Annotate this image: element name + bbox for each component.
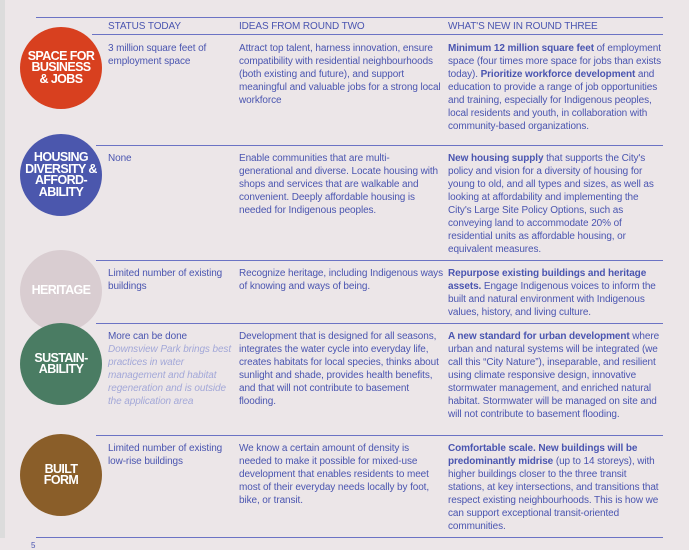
header-ideas: IDEAS FROM ROUND TWO	[239, 21, 365, 32]
header-rule	[92, 34, 663, 35]
space-for-business-jobs-ideas: Attract top talent, harness innovation, …	[239, 43, 441, 106]
body-text: and education to provide a range of job …	[448, 69, 658, 132]
status-text: 3 million square feet of employment spac…	[108, 43, 207, 67]
body-text: of employment space (four times more spa…	[448, 43, 661, 80]
heritage-row: HERITAGE Limited number of existing build…	[0, 250, 689, 332]
highlight-text: A new standard for urban development	[448, 331, 630, 342]
sustainability-badge: SUSTAIN- ABILITY	[20, 323, 102, 405]
body-text: that supports the City's policy and visi…	[448, 153, 654, 255]
heritage-new: Repurpose existing buildings and heritag…	[448, 267, 662, 319]
sustainability-ideas: Development that is designed for all sea…	[239, 331, 439, 407]
housing-diversity-affordability-badge: HOUSING DIVERSITY & AFFORD- ABILITY	[20, 134, 102, 216]
sustainability-new: A new standard for urban development whe…	[448, 330, 662, 431]
heritage-ideas: Recognize heritage, including Indigenous…	[239, 268, 443, 292]
status-text: Limited number of existing low-rise buil…	[108, 443, 223, 467]
housing-diversity-affordability-row: HOUSING DIVERSITY & AFFORD- ABILITY None E…	[0, 134, 689, 260]
housing-diversity-affordability-new: New housing supply that supports the Cit…	[448, 152, 662, 256]
heritage-badge: HERITAGE	[20, 250, 102, 332]
row-separator	[96, 323, 663, 324]
space-for-business-jobs-new: Minimum 12 million square feet of employ…	[448, 42, 662, 141]
highlight-text: Prioritize workforce development	[480, 69, 636, 80]
row-separator	[96, 260, 663, 261]
body-text: where urban and natural systems will be …	[448, 331, 660, 420]
highlight-text: New housing supply	[448, 153, 544, 164]
space-for-business-jobs-badge: SPACE FOR BUSINESS & JOBS	[20, 27, 102, 109]
status-text: More can be done	[108, 331, 188, 342]
built-form-status: Limited number of existing low-rise buil…	[108, 442, 233, 533]
top-rule	[36, 17, 663, 18]
status-text: None	[108, 153, 132, 164]
built-form-row: BUILT FORM Limited number of existing low…	[0, 434, 689, 537]
page-number: 5	[31, 541, 36, 550]
comparison-table: SPACE FOR BUSINESS & JOBS 3 million squar…	[0, 27, 689, 550]
highlight-text: Repurpose existing buildings and heritag…	[448, 268, 647, 292]
page-edge	[0, 0, 5, 538]
status-note: Downsview Park brings best practices in …	[108, 344, 232, 407]
built-form-badge: BUILT FORM	[20, 434, 102, 516]
highlight-text: Minimum 12 million square feet	[448, 43, 594, 54]
sustainability-status: More can be done Downsview Park brings be…	[108, 330, 233, 431]
body-text: (up to 14 storeys), with higher building…	[448, 456, 659, 532]
status-text: Limited number of existing buildings	[108, 268, 223, 292]
highlight-text: Comfortable scale. New buildings will be…	[448, 443, 638, 467]
body-text: Engage Indigenous voices to inform the b…	[448, 281, 656, 318]
built-form-ideas: We know a certain amount of density is n…	[239, 443, 430, 506]
housing-diversity-affordability-ideas: Enable communities that are multi-genera…	[239, 153, 438, 216]
row-separator	[96, 435, 663, 436]
housing-diversity-affordability-status: None	[108, 152, 233, 256]
heritage-status: Limited number of existing buildings	[108, 267, 233, 319]
space-for-business-jobs-row: SPACE FOR BUSINESS & JOBS 3 million squar…	[0, 27, 689, 145]
header-status: STATUS TODAY	[108, 21, 181, 32]
built-form-new: Comfortable scale. New buildings will be…	[448, 442, 662, 533]
header-new: WHAT'S NEW IN ROUND THREE	[448, 21, 598, 32]
space-for-business-jobs-status: 3 million square feet of employment spac…	[108, 42, 233, 141]
row-separator	[96, 145, 663, 146]
sustainability-row: SUSTAIN- ABILITY More can be done Downsvie…	[0, 323, 689, 435]
